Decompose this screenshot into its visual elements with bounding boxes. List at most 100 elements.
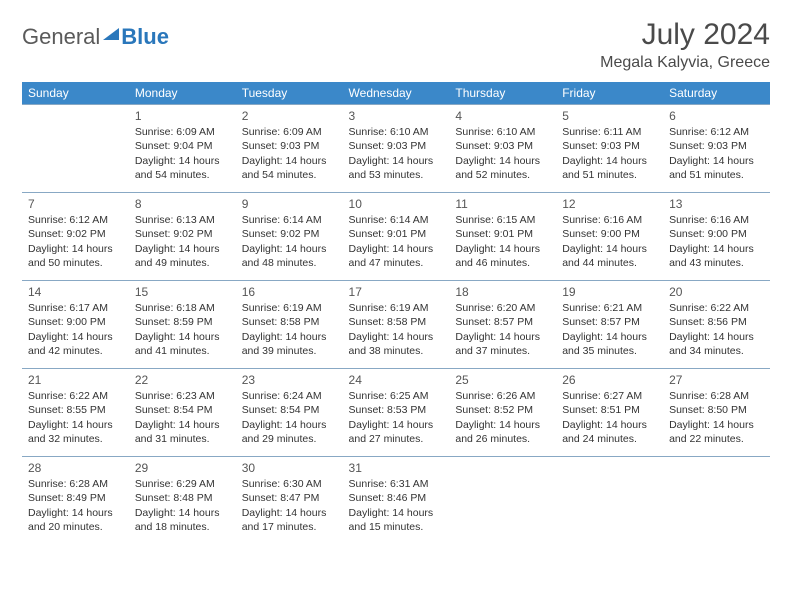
day-number: 10: [349, 196, 444, 212]
sunset-line: Sunset: 8:59 PM: [135, 315, 230, 329]
daylight-line: Daylight: 14 hours and 47 minutes.: [349, 242, 444, 270]
calendar-day-cell: 18Sunrise: 6:20 AMSunset: 8:57 PMDayligh…: [449, 281, 556, 369]
daylight-line: Daylight: 14 hours and 24 minutes.: [562, 418, 657, 446]
calendar-day-cell: 9Sunrise: 6:14 AMSunset: 9:02 PMDaylight…: [236, 193, 343, 281]
sunrise-line: Sunrise: 6:10 AM: [349, 125, 444, 139]
sunset-line: Sunset: 9:03 PM: [455, 139, 550, 153]
sunrise-line: Sunrise: 6:31 AM: [349, 477, 444, 491]
sunrise-line: Sunrise: 6:19 AM: [349, 301, 444, 315]
sunset-line: Sunset: 8:46 PM: [349, 491, 444, 505]
calendar-empty-cell: [663, 457, 770, 545]
calendar-day-cell: 2Sunrise: 6:09 AMSunset: 9:03 PMDaylight…: [236, 105, 343, 193]
calendar-day-cell: 21Sunrise: 6:22 AMSunset: 8:55 PMDayligh…: [22, 369, 129, 457]
day-number: 25: [455, 372, 550, 388]
sunset-line: Sunset: 9:00 PM: [28, 315, 123, 329]
daylight-line: Daylight: 14 hours and 53 minutes.: [349, 154, 444, 182]
daylight-line: Daylight: 14 hours and 41 minutes.: [135, 330, 230, 358]
calendar-head: SundayMondayTuesdayWednesdayThursdayFrid…: [22, 82, 770, 105]
sunset-line: Sunset: 8:51 PM: [562, 403, 657, 417]
sunset-line: Sunset: 8:48 PM: [135, 491, 230, 505]
daylight-line: Daylight: 14 hours and 22 minutes.: [669, 418, 764, 446]
sunrise-line: Sunrise: 6:22 AM: [669, 301, 764, 315]
calendar-day-cell: 25Sunrise: 6:26 AMSunset: 8:52 PMDayligh…: [449, 369, 556, 457]
weekday-header: Friday: [556, 82, 663, 105]
weekday-header: Tuesday: [236, 82, 343, 105]
daylight-line: Daylight: 14 hours and 15 minutes.: [349, 506, 444, 534]
daylight-line: Daylight: 14 hours and 52 minutes.: [455, 154, 550, 182]
sunset-line: Sunset: 8:57 PM: [455, 315, 550, 329]
sunrise-line: Sunrise: 6:20 AM: [455, 301, 550, 315]
sunset-line: Sunset: 8:55 PM: [28, 403, 123, 417]
sunrise-line: Sunrise: 6:12 AM: [669, 125, 764, 139]
day-number: 13: [669, 196, 764, 212]
weekday-header: Wednesday: [343, 82, 450, 105]
day-number: 12: [562, 196, 657, 212]
sunrise-line: Sunrise: 6:15 AM: [455, 213, 550, 227]
daylight-line: Daylight: 14 hours and 20 minutes.: [28, 506, 123, 534]
daylight-line: Daylight: 14 hours and 26 minutes.: [455, 418, 550, 446]
calendar-table: SundayMondayTuesdayWednesdayThursdayFrid…: [22, 82, 770, 545]
daylight-line: Daylight: 14 hours and 32 minutes.: [28, 418, 123, 446]
daylight-line: Daylight: 14 hours and 27 minutes.: [349, 418, 444, 446]
day-number: 1: [135, 108, 230, 124]
day-number: 28: [28, 460, 123, 476]
day-number: 7: [28, 196, 123, 212]
day-number: 21: [28, 372, 123, 388]
sunset-line: Sunset: 8:56 PM: [669, 315, 764, 329]
daylight-line: Daylight: 14 hours and 54 minutes.: [242, 154, 337, 182]
calendar-day-cell: 15Sunrise: 6:18 AMSunset: 8:59 PMDayligh…: [129, 281, 236, 369]
calendar-day-cell: 3Sunrise: 6:10 AMSunset: 9:03 PMDaylight…: [343, 105, 450, 193]
sunset-line: Sunset: 9:03 PM: [669, 139, 764, 153]
calendar-day-cell: 4Sunrise: 6:10 AMSunset: 9:03 PMDaylight…: [449, 105, 556, 193]
day-number: 2: [242, 108, 337, 124]
daylight-line: Daylight: 14 hours and 49 minutes.: [135, 242, 230, 270]
sunset-line: Sunset: 8:54 PM: [242, 403, 337, 417]
sunset-line: Sunset: 9:02 PM: [28, 227, 123, 241]
sunset-line: Sunset: 8:52 PM: [455, 403, 550, 417]
day-number: 24: [349, 372, 444, 388]
daylight-line: Daylight: 14 hours and 17 minutes.: [242, 506, 337, 534]
sunrise-line: Sunrise: 6:24 AM: [242, 389, 337, 403]
sunrise-line: Sunrise: 6:16 AM: [669, 213, 764, 227]
sunrise-line: Sunrise: 6:13 AM: [135, 213, 230, 227]
day-number: 23: [242, 372, 337, 388]
sunset-line: Sunset: 8:57 PM: [562, 315, 657, 329]
daylight-line: Daylight: 14 hours and 31 minutes.: [135, 418, 230, 446]
logo-text-blue: Blue: [121, 24, 169, 50]
daylight-line: Daylight: 14 hours and 51 minutes.: [562, 154, 657, 182]
logo-triangle-icon: [103, 28, 119, 40]
calendar-empty-cell: [556, 457, 663, 545]
day-number: 14: [28, 284, 123, 300]
calendar-day-cell: 14Sunrise: 6:17 AMSunset: 9:00 PMDayligh…: [22, 281, 129, 369]
calendar-week-row: 14Sunrise: 6:17 AMSunset: 9:00 PM Dayligh…: [22, 281, 770, 369]
sunrise-line: Sunrise: 6:22 AM: [28, 389, 123, 403]
calendar-day-cell: 30Sunrise: 6:30 AMSunset: 8:47 PMDayligh…: [236, 457, 343, 545]
location: Megala Kalyvia, Greece: [600, 54, 770, 72]
calendar-day-cell: 10Sunrise: 6:14 AMSunset: 9:01 PMDayligh…: [343, 193, 450, 281]
day-number: 11: [455, 196, 550, 212]
calendar-day-cell: 11Sunrise: 6:15 AMSunset: 9:01 PMDayligh…: [449, 193, 556, 281]
day-number: 15: [135, 284, 230, 300]
sunrise-line: Sunrise: 6:23 AM: [135, 389, 230, 403]
calendar-day-cell: 20Sunrise: 6:22 AMSunset: 8:56 PMDayligh…: [663, 281, 770, 369]
sunset-line: Sunset: 8:58 PM: [349, 315, 444, 329]
sunrise-line: Sunrise: 6:14 AM: [349, 213, 444, 227]
sunrise-line: Sunrise: 6:25 AM: [349, 389, 444, 403]
sunrise-line: Sunrise: 6:28 AM: [28, 477, 123, 491]
sunset-line: Sunset: 9:02 PM: [242, 227, 337, 241]
calendar-day-cell: 28Sunrise: 6:28 AMSunset: 8:49 PMDayligh…: [22, 457, 129, 545]
day-number: 8: [135, 196, 230, 212]
day-number: 26: [562, 372, 657, 388]
sunset-line: Sunset: 9:01 PM: [455, 227, 550, 241]
calendar-day-cell: 1Sunrise: 6:09 AMSunset: 9:04 PMDaylight…: [129, 105, 236, 193]
daylight-line: Daylight: 14 hours and 37 minutes.: [455, 330, 550, 358]
sunset-line: Sunset: 8:49 PM: [28, 491, 123, 505]
calendar-day-cell: 5Sunrise: 6:11 AMSunset: 9:03 PMDaylight…: [556, 105, 663, 193]
sunrise-line: Sunrise: 6:09 AM: [135, 125, 230, 139]
sunset-line: Sunset: 9:00 PM: [562, 227, 657, 241]
calendar-week-row: 1Sunrise: 6:09 AMSunset: 9:04 PMDaylight…: [22, 105, 770, 193]
sunrise-line: Sunrise: 6:17 AM: [28, 301, 123, 315]
sunset-line: Sunset: 8:50 PM: [669, 403, 764, 417]
calendar-day-cell: 23Sunrise: 6:24 AMSunset: 8:54 PMDayligh…: [236, 369, 343, 457]
calendar-body: 1Sunrise: 6:09 AMSunset: 9:04 PMDaylight…: [22, 105, 770, 545]
